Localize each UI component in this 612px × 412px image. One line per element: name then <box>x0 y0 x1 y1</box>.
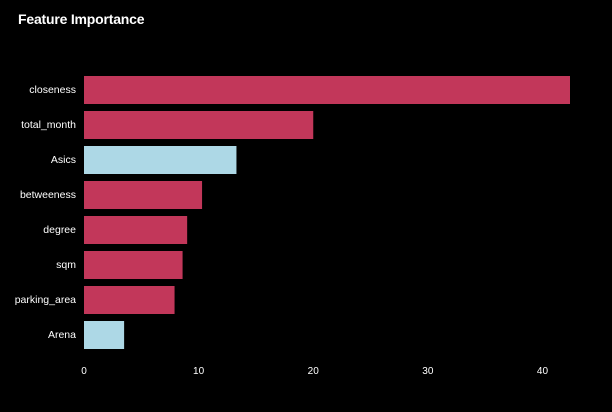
category-labels-group: closeness total_month Asics betweeness degre… <box>15 84 77 341</box>
bar-degree <box>84 216 188 244</box>
x-tick-label-30: 30 <box>422 366 434 377</box>
bar-asics <box>84 146 237 174</box>
category-label-total-month: total_month <box>21 119 76 131</box>
category-label-sqm: sqm <box>56 259 76 271</box>
bar-sqm <box>84 251 183 279</box>
category-label-degree: degree <box>43 224 76 236</box>
bar-betweeness <box>84 181 203 209</box>
bar-parking-area <box>84 286 175 314</box>
category-label-arena: Arena <box>48 329 76 341</box>
category-label-parking-area: parking_area <box>15 294 76 306</box>
x-tick-label-10: 10 <box>193 366 205 377</box>
category-label-closeness: closeness <box>29 84 76 96</box>
x-tick-label-20: 20 <box>308 366 320 377</box>
category-label-asics: Asics <box>51 154 76 166</box>
bar-arena <box>84 321 125 349</box>
bar-closeness <box>84 76 570 104</box>
x-tick-label-0: 0 <box>81 366 87 377</box>
category-label-betweeness: betweeness <box>20 189 76 201</box>
x-tick-labels-group: 0 10 20 30 40 <box>81 366 548 377</box>
bar-total-month <box>84 111 314 139</box>
x-tick-label-40: 40 <box>537 366 549 377</box>
chart-title: Feature Importance <box>18 11 145 27</box>
bars-group <box>84 76 570 349</box>
